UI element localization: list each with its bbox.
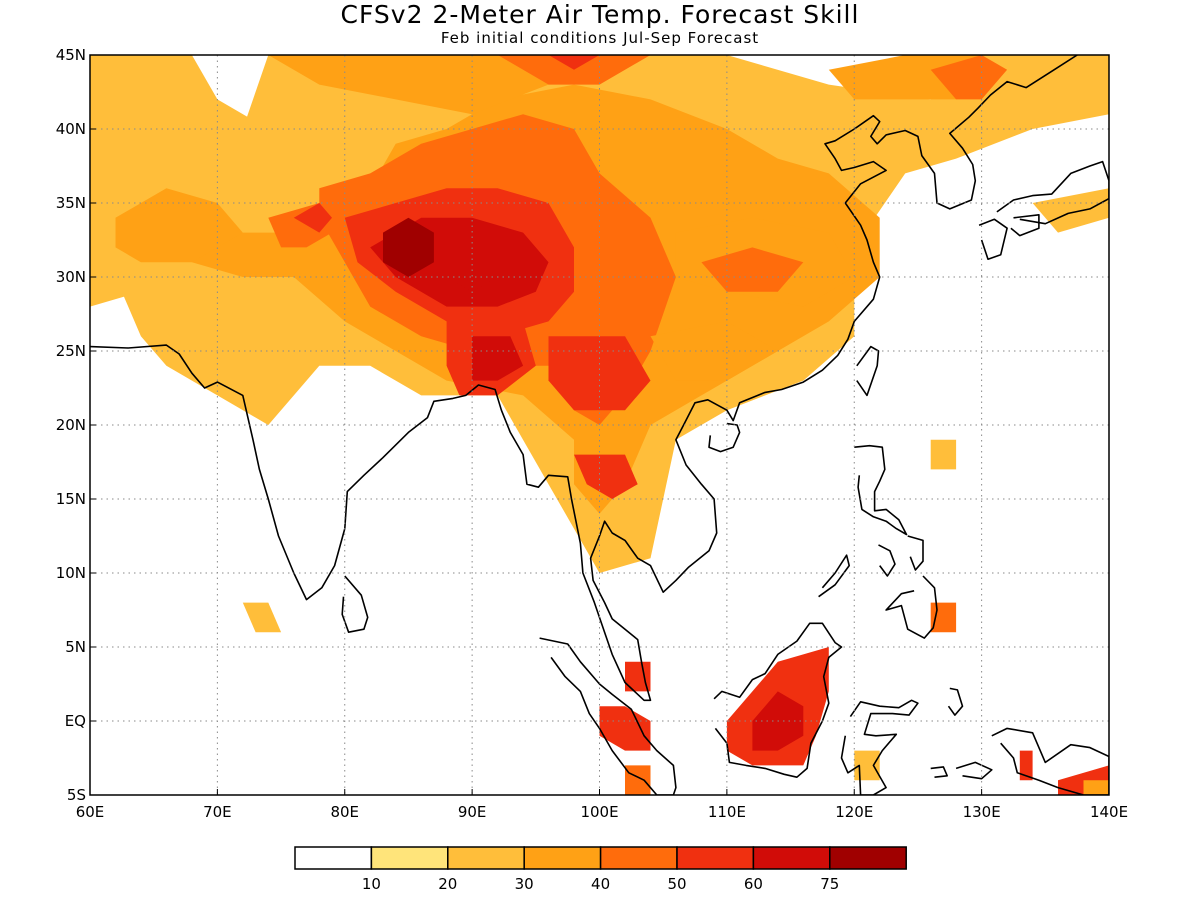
tick-label-lon-120: 120E — [835, 803, 873, 821]
tick-label-lon-90: 90E — [458, 803, 487, 821]
coastline-14 — [930, 766, 949, 778]
coastline-10 — [878, 544, 896, 577]
tick-label-lat-45: 45N — [56, 46, 86, 64]
coastline-1 — [341, 575, 369, 634]
coastline-6 — [840, 699, 919, 795]
skill-region-22 — [650, 321, 778, 381]
skill-region-10 — [472, 336, 524, 381]
tick-label-lat-5: 5N — [65, 638, 86, 656]
coastlines — [90, 55, 1109, 795]
skill-region-13 — [497, 55, 651, 85]
map-subtitle: Feb initial conditions Jul-Sep Forecast — [440, 29, 760, 47]
colorbar-swatch-5 — [676, 846, 755, 870]
coastline-11 — [818, 554, 851, 598]
skill-region-34 — [1083, 780, 1109, 795]
tick-label-lon-100: 100E — [580, 803, 618, 821]
tick-label-lon-60: 60E — [76, 803, 105, 821]
skill-region-15 — [115, 188, 243, 263]
colorbar-legend: 10 20 30 40 50 60 75 — [294, 846, 907, 893]
skill-region-11 — [574, 454, 638, 499]
skill-region-6 — [383, 217, 434, 277]
skill-region-12 — [268, 55, 549, 115]
coastline-8 — [907, 535, 924, 571]
tick-label-lat-0: EQ — [65, 712, 86, 730]
skill-region-23 — [242, 602, 282, 633]
coastline-12 — [947, 687, 964, 716]
coastline-3 — [856, 345, 880, 397]
colorbar-label-50: 50 — [667, 875, 686, 893]
tick-label-lat-40: 40N — [56, 120, 86, 138]
skill-region-19 — [930, 55, 1008, 100]
coastline-15 — [955, 761, 993, 780]
tick-label-lat-25: 25N — [56, 342, 86, 360]
colorbar-swatch-6 — [752, 846, 831, 870]
tick-label-lon-130: 130E — [963, 803, 1001, 821]
tick-label-lat-10: 10N — [56, 564, 86, 582]
coastline-2 — [708, 422, 741, 453]
colorbar-label-30: 30 — [515, 875, 534, 893]
skill-region-29 — [625, 661, 651, 692]
tick-label-lat-35: 35N — [56, 194, 86, 212]
colorbar-label-40: 40 — [591, 875, 610, 893]
colorbar-swatch-2 — [447, 846, 525, 870]
coastline-18 — [1010, 214, 1040, 237]
skill-region-32 — [854, 750, 880, 781]
skill-region-14 — [548, 55, 600, 70]
colorbar-label-10: 10 — [362, 875, 381, 893]
colorbar-swatch-4 — [599, 846, 678, 870]
coastline-5 — [713, 622, 843, 779]
colorbar-swatch-0 — [294, 846, 373, 870]
gridlines — [90, 55, 1109, 795]
skill-region-28 — [625, 765, 651, 795]
tick-label-lat-15: 15N — [56, 490, 86, 508]
skill-region-35 — [1019, 750, 1033, 781]
coastline-4 — [539, 637, 677, 795]
coastline-0 — [90, 55, 1078, 702]
tick-label-lat-20: 20N — [56, 416, 86, 434]
colorbar-swatch-7 — [829, 846, 907, 870]
coastline-16 — [996, 160, 1109, 225]
axis-ticks: 60E 70E 80E 90E 100E 110E 120E 130E 140E 45N 40N 35… — [56, 46, 1128, 821]
tick-label-lon-110: 110E — [708, 803, 746, 821]
colorbar-label-60: 60 — [744, 875, 763, 893]
coastline-17 — [978, 218, 1008, 261]
coastline-13 — [991, 727, 1109, 795]
tick-label-lat--5: 5S — [67, 786, 86, 804]
skill-region-24 — [930, 439, 957, 470]
tick-label-lon-80: 80E — [330, 803, 359, 821]
skill-region-27 — [599, 706, 651, 751]
skill-region-18 — [828, 55, 982, 100]
tick-label-lon-140: 140E — [1090, 803, 1128, 821]
skill-region-26 — [930, 602, 957, 633]
colorbar-label-75: 75 — [820, 875, 839, 893]
colorbar-swatch-1 — [370, 846, 449, 870]
coastline-7 — [854, 444, 908, 536]
tick-label-lat-30: 30N — [56, 268, 86, 286]
colorbar-label-20: 20 — [438, 875, 457, 893]
skill-region-17 — [293, 203, 332, 233]
tick-label-lon-70: 70E — [203, 803, 232, 821]
coastline-9 — [885, 575, 938, 639]
colorbar-swatch-3 — [523, 846, 602, 870]
skill-region-9 — [548, 336, 651, 411]
map-title: CFSv2 2-Meter Air Temp. Forecast Skill — [340, 0, 860, 29]
